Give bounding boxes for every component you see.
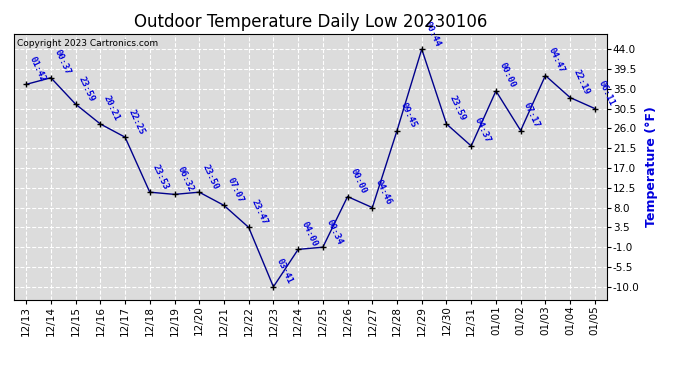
Text: 09:45: 09:45 — [398, 101, 418, 129]
Title: Outdoor Temperature Daily Low 20230106: Outdoor Temperature Daily Low 20230106 — [134, 13, 487, 31]
Text: 23:47: 23:47 — [250, 198, 270, 226]
Text: 22:19: 22:19 — [571, 68, 591, 96]
Text: 00:44: 00:44 — [423, 20, 443, 48]
Text: 04:00: 04:00 — [299, 220, 319, 248]
Text: 22:25: 22:25 — [126, 108, 146, 136]
Text: 23:59: 23:59 — [448, 94, 467, 123]
Text: 06:32: 06:32 — [176, 165, 195, 193]
Text: 01:42: 01:42 — [28, 55, 47, 83]
Text: 00:00: 00:00 — [349, 167, 368, 195]
Text: 23:50: 23:50 — [201, 163, 220, 191]
Text: 00:34: 00:34 — [324, 217, 344, 246]
Text: 23:59: 23:59 — [77, 75, 97, 103]
Text: 04:46: 04:46 — [374, 178, 393, 206]
Y-axis label: Temperature (°F): Temperature (°F) — [645, 106, 658, 227]
Text: 00:00: 00:00 — [497, 62, 517, 90]
Text: 20:21: 20:21 — [101, 94, 121, 123]
Text: 06:11: 06:11 — [596, 79, 615, 107]
Text: Copyright 2023 Cartronics.com: Copyright 2023 Cartronics.com — [17, 39, 158, 48]
Text: 07:17: 07:17 — [522, 101, 542, 129]
Text: 04:37: 04:37 — [473, 116, 492, 145]
Text: 23:53: 23:53 — [151, 163, 170, 191]
Text: 04:47: 04:47 — [546, 46, 566, 74]
Text: 07:07: 07:07 — [226, 176, 245, 204]
Text: 03:41: 03:41 — [275, 257, 295, 285]
Text: 00:37: 00:37 — [52, 48, 72, 76]
